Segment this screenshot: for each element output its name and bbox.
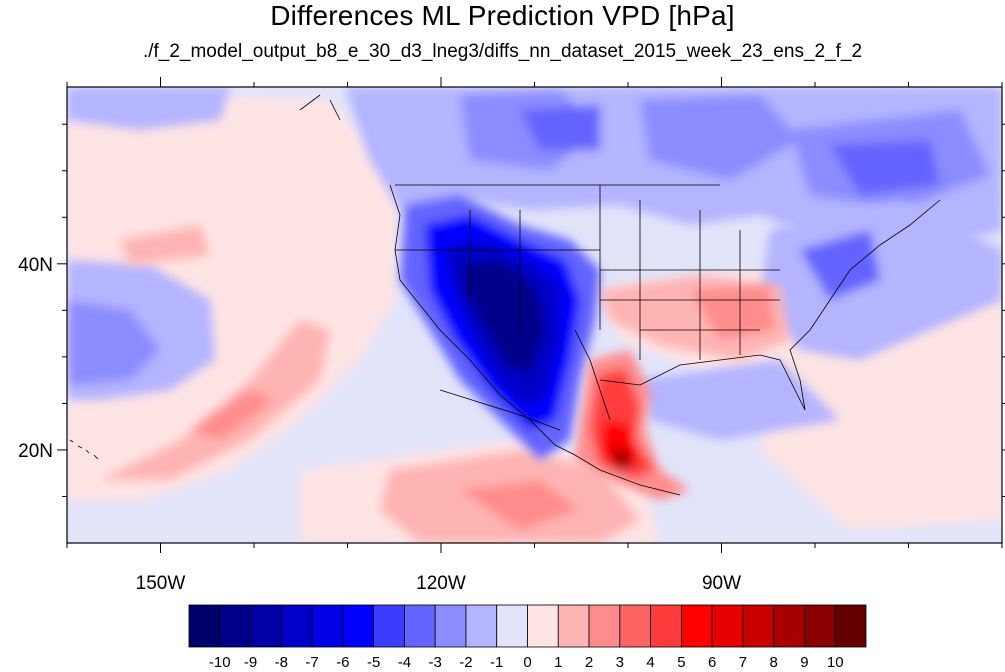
colorbar-label: -8	[275, 654, 288, 671]
colorbar-swatch	[219, 604, 251, 648]
colorbar-label: 9	[800, 654, 808, 671]
colorbar-label: 8	[770, 654, 778, 671]
hawaii-islands	[69, 439, 99, 460]
colorbar-swatch	[711, 604, 744, 648]
colorbar-labels: -10 -9 -8 -7 -6 -5 -4 -3 -2 -1 0 1 2 3 4 5 6 7 8 9 10	[209, 654, 844, 671]
colorbar-swatch	[404, 604, 436, 648]
colorbar-swatch	[742, 604, 775, 648]
x-tick-label: 120W	[416, 573, 466, 594]
colorbar-swatch	[434, 604, 467, 648]
x-tick-label: 150W	[136, 573, 186, 594]
vpd-difference-field	[67, 87, 1002, 543]
colorbar-swatch	[496, 604, 528, 648]
colorbar-swatch	[280, 604, 313, 648]
y-tick-label: 20N	[18, 441, 53, 462]
colorbar-label: -10	[209, 654, 231, 671]
colorbar-swatch	[619, 604, 651, 648]
x-axis-labels: 150W 120W 90W	[136, 573, 741, 594]
y-tick-label: 40N	[18, 255, 53, 276]
colorbar-label: -4	[398, 654, 411, 671]
colorbar-label: -6	[336, 654, 349, 671]
colorbar-swatch	[342, 604, 375, 648]
colorbar-label: 5	[677, 654, 685, 671]
plot-subtitle: ./f_2_model_output_b8_e_30_d3_lneg3/diff…	[142, 41, 863, 62]
colorbar-label: 6	[708, 654, 716, 671]
colorbar-swatch	[373, 604, 405, 648]
colorbar-label: -3	[429, 654, 442, 671]
colorbar	[188, 604, 867, 648]
colorbar-swatch	[250, 604, 282, 648]
colorbar-label: 4	[646, 654, 654, 671]
x-tick-label: 90W	[702, 573, 741, 594]
plot-title: Differences ML Prediction VPD [hPa]	[270, 0, 735, 31]
colorbar-label: -2	[459, 654, 472, 671]
colorbar-label: 1	[554, 654, 562, 671]
colorbar-swatch	[834, 604, 867, 648]
colorbar-swatch	[465, 604, 498, 648]
colorbar-swatch	[773, 604, 805, 648]
colorbar-swatch	[650, 604, 682, 648]
colorbar-label: 7	[739, 654, 747, 671]
colorbar-swatch	[557, 604, 590, 648]
colorbar-label: 0	[523, 654, 531, 671]
colorbar-swatch	[527, 604, 559, 648]
axis-ticks	[57, 77, 1005, 553]
colorbar-swatch	[188, 604, 221, 648]
colorbar-label: -7	[305, 654, 318, 671]
colorbar-label: 2	[585, 654, 593, 671]
coastlines	[299, 94, 941, 496]
colorbar-swatch	[804, 604, 836, 648]
colorbar-swatch	[588, 604, 621, 648]
colorbar-label: -5	[367, 654, 380, 671]
y-axis-labels: 40N 20N	[18, 255, 53, 462]
colorbar-swatch	[311, 604, 344, 648]
colorbar-label: 10	[827, 654, 844, 671]
colorbar-label: -9	[244, 654, 257, 671]
colorbar-label: 3	[616, 654, 624, 671]
colorbar-label: -1	[490, 654, 503, 671]
colorbar-swatch	[680, 604, 713, 648]
